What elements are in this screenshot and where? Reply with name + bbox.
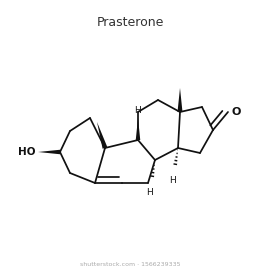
Text: Prasterone: Prasterone — [96, 15, 164, 29]
Polygon shape — [38, 150, 60, 154]
Text: H: H — [135, 106, 141, 115]
Text: H: H — [170, 176, 176, 185]
Text: shutterstock.com · 1566239335: shutterstock.com · 1566239335 — [80, 263, 180, 267]
Text: HO: HO — [17, 147, 35, 157]
Polygon shape — [178, 88, 183, 112]
Polygon shape — [97, 122, 107, 149]
Polygon shape — [136, 118, 140, 140]
Text: O: O — [232, 107, 241, 117]
Text: H: H — [147, 188, 153, 197]
